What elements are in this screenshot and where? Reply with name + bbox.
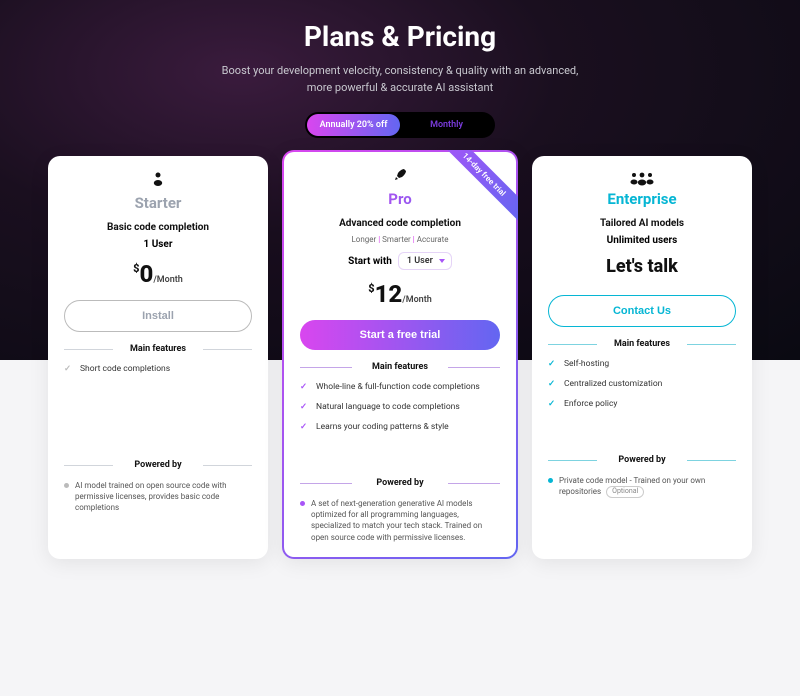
person-icon [64, 172, 252, 190]
features-label: Main features [300, 362, 500, 372]
install-button[interactable]: Install [64, 300, 252, 332]
plan-subline: Longer|Smarter|Accurate [300, 235, 500, 244]
check-icon: ✓ [548, 359, 558, 371]
powered-text: A set of next-generation generative AI m… [300, 498, 500, 543]
check-icon: ✓ [300, 402, 310, 414]
feature-list: ✓Whole-line & full-function code complet… [300, 382, 500, 470]
check-icon: ✓ [548, 399, 558, 411]
features-label: Main features [548, 339, 736, 349]
plan-price: $12/Month [300, 280, 500, 308]
plan-price: $0/Month [64, 260, 252, 288]
toggle-monthly[interactable]: Monthly [400, 114, 493, 136]
users-select[interactable]: 1 User [398, 252, 452, 270]
plan-users: Unlimited users [548, 235, 736, 246]
feature-list: ✓Short code completions [64, 364, 252, 452]
page-subtitle: Boost your development velocity, consist… [220, 63, 580, 96]
start-trial-button[interactable]: Start a free trial [300, 320, 500, 350]
plan-users: 1 User [64, 239, 252, 250]
plan-enterprise: Enterprise Tailored AI models Unlimited … [532, 156, 752, 559]
bullet-icon [300, 501, 305, 506]
feature-item: ✓Learns your coding patterns & style [300, 422, 500, 434]
plan-pro: 14-day free trial Pro Advanced code comp… [282, 150, 518, 559]
plan-tagline: Tailored AI models [548, 218, 736, 229]
bullet-icon [64, 483, 69, 488]
powered-label: Powered by [548, 455, 736, 465]
ribbon: 14-day free trial [434, 150, 518, 234]
pricing-cards: Starter Basic code completion 1 User $0/… [0, 156, 800, 559]
bullet-icon [548, 478, 553, 483]
check-icon: ✓ [300, 422, 310, 434]
features-label: Main features [64, 344, 252, 354]
contact-button[interactable]: Contact Us [548, 295, 736, 327]
powered-label: Powered by [64, 460, 252, 470]
optional-badge: Optional [606, 486, 644, 498]
check-icon: ✓ [64, 364, 74, 376]
users-label: Start with [348, 256, 392, 267]
powered-text: Private code model - Trained on your own… [548, 475, 736, 498]
group-icon [548, 172, 736, 186]
plan-name: Starter [64, 194, 252, 212]
feature-item: ✓Whole-line & full-function code complet… [300, 382, 500, 394]
feature-item: ✓Self-hosting [548, 359, 736, 371]
billing-toggle: Annually 20% off Monthly [305, 112, 495, 138]
feature-list: ✓Self-hosting ✓Centralized customization… [548, 359, 736, 447]
plan-tagline: Basic code completion [64, 222, 252, 233]
powered-label: Powered by [300, 478, 500, 488]
users-row: Start with 1 User [300, 252, 500, 270]
check-icon: ✓ [300, 382, 310, 394]
powered-text: AI model trained on open source code wit… [64, 480, 252, 514]
page-title: Plans & Pricing [0, 20, 800, 53]
toggle-annual[interactable]: Annually 20% off [307, 114, 400, 136]
check-icon: ✓ [548, 379, 558, 391]
feature-item: ✓Centralized customization [548, 379, 736, 391]
feature-item: ✓Enforce policy [548, 399, 736, 411]
feature-item: ✓Short code completions [64, 364, 252, 376]
plan-name: Enterprise [548, 190, 736, 208]
plan-price-text: Let's talk [548, 256, 736, 277]
feature-item: ✓Natural language to code completions [300, 402, 500, 414]
plan-starter: Starter Basic code completion 1 User $0/… [48, 156, 268, 559]
